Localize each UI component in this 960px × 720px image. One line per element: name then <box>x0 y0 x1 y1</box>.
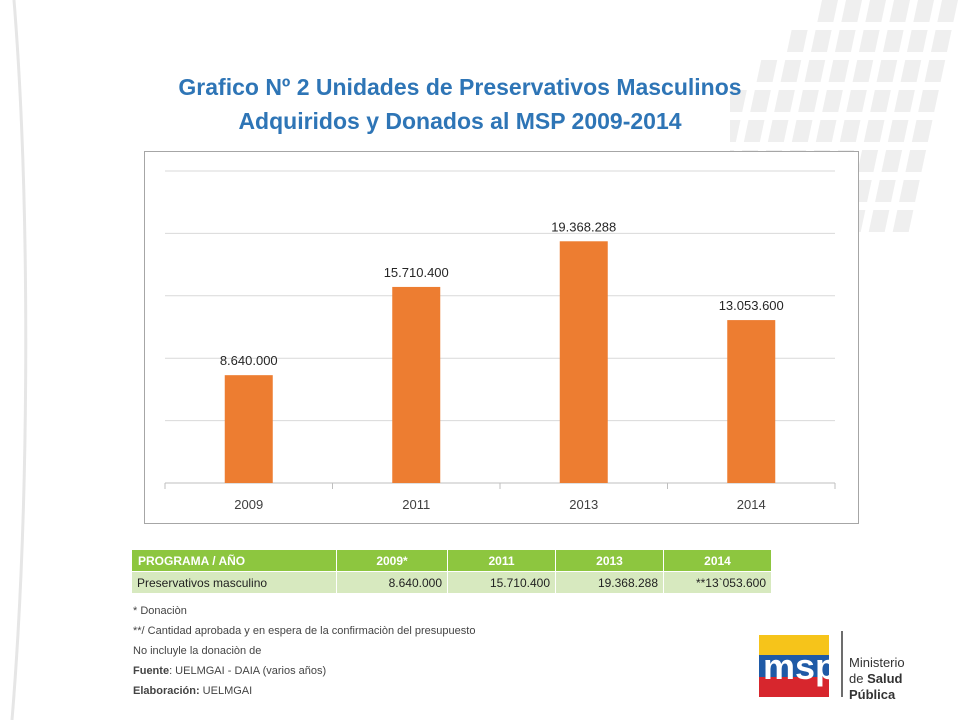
chart-canvas: 8.640.000 2009 15.710.400 2011 19.368.288 201… <box>164 170 836 512</box>
decorative-square <box>780 60 802 82</box>
logo-text: Ministerio de Salud Pública <box>849 655 945 703</box>
decorative-square <box>767 120 789 142</box>
header-programa: PROGRAMA / AÑO <box>131 549 337 572</box>
header-2011: 2011 <box>447 549 556 572</box>
decorative-square <box>930 30 952 52</box>
decorative-square <box>882 30 904 52</box>
msp-logo-letters: msp <box>763 646 831 687</box>
logo-line-2: de Salud Pública <box>849 671 945 703</box>
x-tick-label-2011: 2011 <box>402 497 430 512</box>
data-label-2009: 8.640.000 <box>220 353 278 368</box>
x-tick-label-2013: 2013 <box>569 497 598 512</box>
decorative-square <box>786 30 808 52</box>
note-pending: **/ Cantidad aprobada y en espera de la … <box>133 625 476 637</box>
cell-2011: 15.710.400 <box>447 571 556 594</box>
decorative-square <box>906 30 928 52</box>
decorative-square <box>730 120 741 142</box>
decorative-square <box>841 0 862 22</box>
decorative-square <box>905 150 927 172</box>
decorative-square <box>743 120 765 142</box>
x-tick-label-2009: 2009 <box>234 497 263 512</box>
decorative-pattern <box>730 0 958 232</box>
footnotes: * Donaciòn **/ Cantidad aprobada y en es… <box>133 601 475 701</box>
msp-logo: msp Ministerio de Salud Pública <box>745 627 945 707</box>
table-row: Preservativos masculino 8.640.000 15.710… <box>131 571 772 594</box>
decorative-square <box>918 90 939 112</box>
decorative-square <box>899 180 920 202</box>
decorative-square <box>876 60 898 82</box>
decorative-square <box>911 120 933 142</box>
decorative-square <box>798 90 819 112</box>
header-2014: 2014 <box>663 549 772 572</box>
table-header-row: PROGRAMA / AÑO 2009* 2011 2013 2014 <box>131 549 772 572</box>
logo-line-2-bold: Salud Pública <box>849 671 903 702</box>
decorative-square <box>810 30 832 52</box>
decorative-square <box>865 0 886 22</box>
decorative-square <box>913 0 934 22</box>
decorative-square <box>852 60 874 82</box>
x-tick-label-2014: 2014 <box>737 497 766 512</box>
decorative-square <box>804 60 826 82</box>
decorative-square <box>839 120 861 142</box>
source-value: : UELMGAI - DAIA (varios años) <box>169 665 327 677</box>
decorative-square <box>846 90 867 112</box>
decorative-square <box>834 30 856 52</box>
bar-chart: 8.640.000 2009 15.710.400 2011 19.368.288 201… <box>144 151 859 524</box>
data-label-2014: 13.053.600 <box>719 298 784 313</box>
data-label-2011: 15.710.400 <box>384 265 449 280</box>
decorative-square <box>774 90 795 112</box>
left-decorative-curve <box>10 0 28 720</box>
title-line-1: Grafico Nº 2 Unidades de Preservativos M… <box>178 74 742 100</box>
decorative-square <box>756 60 778 82</box>
decorative-square <box>730 90 747 112</box>
decorative-square <box>892 210 914 232</box>
note-source: Fuente: UELMGAI - DAIA (varios años) <box>133 661 475 681</box>
logo-line-1: Ministerio <box>849 655 905 670</box>
decorative-square <box>858 30 880 52</box>
elaboration-label: Elaboración: <box>133 685 200 697</box>
decorative-square <box>817 0 838 22</box>
page-title: Grafico Nº 2 Unidades de Preservativos M… <box>60 70 860 138</box>
bar-2014 <box>727 320 776 483</box>
decorative-square <box>894 90 915 112</box>
msp-logo-mark: msp <box>759 635 831 697</box>
header-2013: 2013 <box>555 549 664 572</box>
decorative-square <box>822 90 843 112</box>
cell-2014: **13`053.600 <box>663 571 772 594</box>
decorative-square <box>875 180 896 202</box>
decorative-square <box>900 60 922 82</box>
bar-2013 <box>559 241 608 483</box>
data-label-2013: 19.368.288 <box>551 219 616 234</box>
source-label: Fuente <box>133 665 170 677</box>
logo-divider <box>841 631 843 697</box>
decorative-square <box>924 60 946 82</box>
cell-2013: 19.368.288 <box>555 571 664 594</box>
note-elaboration: Elaboración: UELMGAI <box>133 681 475 701</box>
decorative-square <box>857 150 879 172</box>
decorative-square <box>828 60 850 82</box>
decorative-square <box>868 210 890 232</box>
note-donation: * Donaciòn <box>133 605 187 617</box>
decorative-square <box>889 0 910 22</box>
decorative-square <box>791 120 813 142</box>
note-excludes: No incluyle la donaciòn de <box>133 645 262 657</box>
cell-programa: Preservativos masculino <box>131 571 337 594</box>
decorative-square <box>863 120 885 142</box>
cell-2009: 8.640.000 <box>336 571 448 594</box>
header-2009: 2009* <box>336 549 448 572</box>
decorative-square <box>815 120 837 142</box>
decorative-square <box>887 120 909 142</box>
decorative-square <box>937 0 958 22</box>
data-table: PROGRAMA / AÑO 2009* 2011 2013 2014 Pres… <box>131 549 772 594</box>
elaboration-value: UELMGAI <box>199 685 253 697</box>
title-line-2: Adquiridos y Donados al MSP 2009-2014 <box>238 108 682 134</box>
decorative-square <box>750 90 771 112</box>
decorative-square <box>881 150 903 172</box>
logo-line-2-prefix: de <box>849 671 868 686</box>
bar-2009 <box>224 375 273 483</box>
decorative-square <box>870 90 891 112</box>
bar-2011 <box>392 286 441 483</box>
